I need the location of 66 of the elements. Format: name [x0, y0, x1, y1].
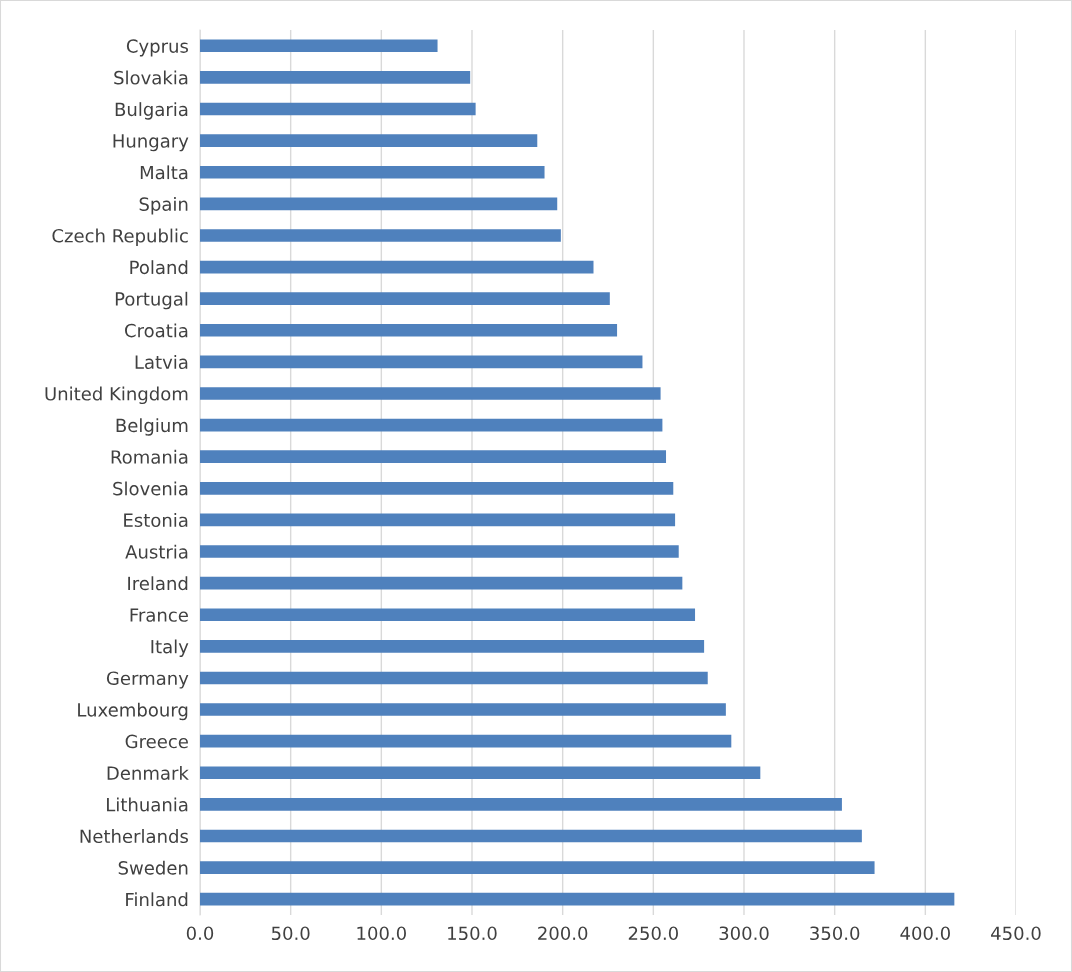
y-tick-label: Denmark: [107, 765, 189, 780]
y-tick-label: Estonia: [124, 513, 188, 528]
bar: [200, 165, 545, 179]
y-tick-label: Ireland: [128, 576, 188, 591]
y-tick-label: Germany: [106, 671, 189, 689]
bar: [200, 576, 683, 590]
bar: [200, 481, 674, 495]
x-tick-label: 300.0: [719, 926, 769, 941]
bar: [200, 734, 732, 748]
x-tick-label: 0.0: [186, 926, 214, 941]
bar: [200, 861, 875, 874]
y-tick-label: Romania: [111, 449, 188, 464]
y-tick-label: Croatia: [125, 323, 188, 338]
bar: [200, 450, 667, 464]
bar: [200, 829, 862, 843]
x-tick-label: 100.0: [357, 926, 406, 941]
x-tick-label: 400.0: [900, 926, 950, 941]
bar: [200, 292, 610, 305]
y-tick-label: United Kingdom: [45, 386, 188, 405]
bar: [200, 260, 594, 274]
bar: [200, 766, 761, 780]
bar: [200, 39, 438, 53]
y-tick-label: Belgium: [116, 418, 188, 436]
bar: [200, 418, 663, 432]
bar: [200, 71, 471, 84]
bar: [200, 703, 726, 716]
bar: [200, 798, 842, 811]
bar: [200, 102, 476, 116]
y-tick-label: Hungary: [113, 134, 189, 152]
bar: [200, 513, 676, 527]
y-tick-label: Bulgaria: [115, 102, 188, 120]
y-tick-label: Slovakia: [114, 70, 188, 85]
bar: [200, 671, 708, 685]
y-tick-label: Netherlands: [80, 829, 189, 844]
y-tick-label: Poland: [130, 260, 188, 275]
y-tick-label: Spain: [139, 196, 188, 215]
y-tick-label: Lithuania: [107, 797, 188, 812]
y-tick-label: Italy: [151, 639, 189, 657]
x-tick-label: 250.0: [628, 926, 678, 941]
bar: [200, 197, 558, 211]
y-tick-label: Greece: [125, 734, 188, 749]
bar: [200, 640, 705, 653]
bar: [200, 892, 955, 906]
x-tick-label: 350.0: [810, 926, 860, 941]
y-tick-label: Cyprus: [126, 39, 189, 57]
y-tick-label: Sweden: [118, 860, 188, 875]
y-tick-label: Malta: [140, 165, 188, 180]
bar: [200, 134, 538, 147]
y-tick-label: Latvia: [135, 355, 188, 369]
x-tick-label: 150.0: [448, 926, 497, 941]
y-tick-label: Portugal: [115, 291, 188, 310]
y-tick-label: France: [130, 608, 188, 622]
bar: [200, 229, 561, 242]
bar: [200, 608, 696, 622]
bar: [200, 387, 661, 400]
bar: [200, 355, 643, 369]
y-tick-label: Slovenia: [113, 481, 188, 496]
x-tick-label: 450.0: [991, 926, 1041, 941]
bar: [200, 545, 679, 558]
y-tick-label: Finland: [126, 892, 188, 907]
y-tick-label: Luxembourg: [78, 702, 188, 721]
bar: [200, 323, 618, 337]
x-tick-label: 50.0: [271, 926, 310, 941]
y-tick-label: Austria: [125, 544, 188, 559]
x-tick-label: 200.0: [538, 926, 588, 941]
y-tick-label: Czech Republic: [52, 228, 188, 247]
